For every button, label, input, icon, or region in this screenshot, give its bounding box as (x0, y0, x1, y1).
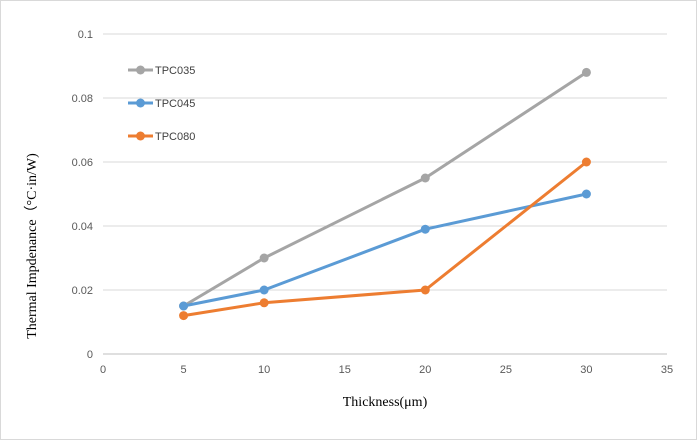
legend-label: TPC045 (155, 98, 195, 110)
series-line-tpc035 (182, 71, 588, 308)
x-tick-label: 20 (419, 364, 431, 376)
y-tick-label: 0.06 (72, 157, 93, 169)
data-point-tpc035 (259, 253, 269, 263)
x-tick-label: 30 (580, 364, 592, 376)
data-point-tpc045 (420, 224, 430, 234)
x-tick-label: 15 (339, 364, 351, 376)
legend-marker (136, 131, 145, 141)
series-line-tpc045 (183, 192, 587, 308)
y-tick-label: 0.08 (72, 93, 93, 105)
data-point-tpc045 (581, 189, 591, 199)
y-tick-label: 0.1 (78, 29, 93, 41)
x-tick-label: 5 (181, 364, 187, 376)
y-tick-label: 0 (87, 349, 93, 361)
series-line-tpc080 (183, 160, 588, 318)
data-point-tpc080 (581, 157, 591, 167)
data-point-tpc080 (420, 285, 430, 295)
y-tick-label: 0.02 (72, 285, 93, 297)
x-axis-label: Thickness(μm) (343, 395, 428, 410)
data-point-tpc035 (420, 173, 430, 183)
data-point-tpc045 (259, 285, 269, 295)
legend-label: TPC080 (155, 131, 195, 143)
y-tick-label: 0.04 (72, 221, 93, 233)
legend-label: TPC035 (155, 65, 195, 77)
x-tick-label: 35 (661, 364, 673, 376)
data-point-tpc080 (259, 298, 269, 308)
data-point-tpc035 (581, 67, 591, 77)
data-point-tpc045 (179, 301, 189, 311)
x-tick-label: 0 (100, 364, 106, 376)
legend-marker (136, 65, 145, 75)
x-tick-label: 25 (500, 364, 512, 376)
x-tick-label: 10 (258, 364, 270, 376)
legend-marker (136, 98, 145, 108)
data-point-tpc080 (179, 311, 189, 321)
y-axis-label: Thermal Impdenance（°C·in/W) (24, 153, 40, 339)
